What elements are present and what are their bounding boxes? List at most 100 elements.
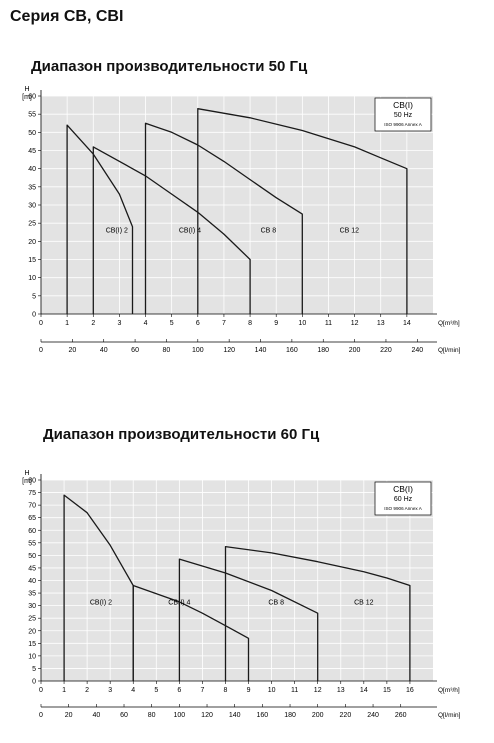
x-tick-label: 9 bbox=[247, 687, 251, 694]
series-label: CB 8 bbox=[268, 599, 284, 606]
x-tick-label: 6 bbox=[177, 687, 181, 694]
x2-tick-label: 120 bbox=[201, 712, 213, 719]
y-tick-label: 35 bbox=[28, 591, 36, 598]
x2-tick-label: 180 bbox=[284, 712, 296, 719]
legend-box bbox=[374, 97, 432, 132]
y-tick-label: 60 bbox=[28, 528, 36, 535]
x-tick-label: 1 bbox=[62, 687, 66, 694]
y-tick-label: 5 bbox=[32, 666, 36, 673]
x2-tick-label: 220 bbox=[340, 712, 352, 719]
x-tick-label: 7 bbox=[200, 687, 204, 694]
chart-title-60hz: Диапазон производительности 60 Гц bbox=[43, 426, 320, 443]
x2-tick-label: 240 bbox=[367, 712, 379, 719]
x2-axis-label: Q[l/min] bbox=[438, 712, 461, 719]
series-label: CB(I) 2 bbox=[90, 599, 112, 606]
y-tick-label: 60 bbox=[28, 94, 36, 101]
y-tick-label: 0 bbox=[32, 312, 36, 319]
series-label: CB 12 bbox=[340, 227, 360, 234]
y-tick-label: 0 bbox=[32, 679, 36, 686]
y-tick-label: 55 bbox=[28, 540, 36, 547]
x2-tick-label: 0 bbox=[39, 347, 43, 354]
x-tick-label: 4 bbox=[144, 320, 148, 327]
legend-line2: 50 Hz bbox=[394, 112, 413, 119]
legend-line3: ISO 9906 Annex A bbox=[384, 506, 422, 511]
x2-tick-label: 0 bbox=[39, 712, 43, 719]
x-tick-label: 3 bbox=[117, 320, 121, 327]
x-tick-label: 10 bbox=[268, 687, 276, 694]
x-tick-label: 16 bbox=[406, 687, 414, 694]
x-tick-label: 0 bbox=[39, 320, 43, 327]
x-tick-label: 2 bbox=[91, 320, 95, 327]
y-tick-label: 70 bbox=[28, 503, 36, 510]
y-tick-label: 15 bbox=[28, 641, 36, 648]
x2-tick-label: 260 bbox=[395, 712, 407, 719]
x2-tick-label: 60 bbox=[131, 347, 139, 354]
x2-tick-label: 160 bbox=[257, 712, 269, 719]
x-tick-label: 6 bbox=[196, 320, 200, 327]
x2-tick-label: 40 bbox=[100, 347, 108, 354]
x-tick-label: 3 bbox=[108, 687, 112, 694]
x-tick-label: 5 bbox=[170, 320, 174, 327]
y-tick-label: 80 bbox=[28, 478, 36, 485]
y-tick-label: 40 bbox=[28, 578, 36, 585]
y-tick-label: 15 bbox=[28, 257, 36, 264]
x-tick-label: 14 bbox=[360, 687, 368, 694]
series-label: CB 8 bbox=[261, 227, 277, 234]
legend-box bbox=[374, 481, 432, 516]
y-tick-label: 40 bbox=[28, 166, 36, 173]
x-tick-label: 12 bbox=[351, 320, 359, 327]
x2-tick-label: 80 bbox=[148, 712, 156, 719]
x-tick-label: 5 bbox=[154, 687, 158, 694]
y-tick-label: 30 bbox=[28, 203, 36, 210]
chart-title-50hz: Диапазон производительности 50 Гц bbox=[31, 58, 308, 75]
y-tick-label: 35 bbox=[28, 184, 36, 191]
x-tick-label: 4 bbox=[131, 687, 135, 694]
x2-tick-label: 220 bbox=[380, 347, 392, 354]
y-axis-label: H bbox=[24, 470, 29, 477]
y-tick-label: 20 bbox=[28, 628, 36, 635]
x-tick-label: 7 bbox=[222, 320, 226, 327]
x-tick-label: 11 bbox=[291, 687, 298, 694]
x-axis-label: Q[m³/h] bbox=[438, 687, 460, 694]
legend-line2: 60 Hz bbox=[394, 496, 413, 503]
y-axis-unit: [m] bbox=[22, 94, 32, 101]
x2-tick-label: 120 bbox=[223, 347, 235, 354]
y-tick-label: 20 bbox=[28, 239, 36, 246]
y-tick-label: 45 bbox=[28, 148, 36, 155]
x-tick-label: 14 bbox=[403, 320, 411, 327]
y-tick-label: 50 bbox=[28, 553, 36, 560]
series-line-cb-i-4 bbox=[132, 584, 250, 681]
y-axis-label: H bbox=[24, 86, 29, 93]
x2-tick-label: 100 bbox=[174, 712, 186, 719]
x2-tick-label: 140 bbox=[255, 347, 267, 354]
x2-tick-label: 60 bbox=[120, 712, 128, 719]
x-tick-label: 13 bbox=[337, 687, 345, 694]
series-line-cb-i-4 bbox=[92, 146, 251, 314]
x-tick-label: 13 bbox=[377, 320, 385, 327]
series-label: CB 12 bbox=[354, 599, 374, 606]
y-tick-label: 45 bbox=[28, 565, 36, 572]
x2-tick-label: 20 bbox=[68, 347, 76, 354]
series-label: CB(I) 4 bbox=[179, 227, 201, 234]
legend-line3: ISO 9906 Annex A bbox=[384, 122, 422, 127]
x2-tick-label: 140 bbox=[229, 712, 241, 719]
legend-line1: CB(I) bbox=[393, 484, 413, 494]
x2-tick-label: 240 bbox=[411, 347, 423, 354]
x2-tick-label: 100 bbox=[192, 347, 204, 354]
y-tick-label: 5 bbox=[32, 293, 36, 300]
y-tick-label: 75 bbox=[28, 490, 36, 497]
legend-line1: CB(I) bbox=[393, 100, 413, 110]
x-tick-label: 11 bbox=[325, 320, 332, 327]
y-tick-label: 25 bbox=[28, 616, 36, 623]
y-tick-label: 30 bbox=[28, 603, 36, 610]
x-tick-label: 15 bbox=[383, 687, 391, 694]
series-label: CB(I) 2 bbox=[106, 227, 128, 234]
y-tick-label: 10 bbox=[28, 653, 36, 660]
x2-tick-label: 20 bbox=[65, 712, 73, 719]
y-tick-label: 65 bbox=[28, 515, 36, 522]
x-tick-label: 2 bbox=[85, 687, 89, 694]
x2-tick-label: 40 bbox=[92, 712, 100, 719]
x-tick-label: 8 bbox=[248, 320, 252, 327]
